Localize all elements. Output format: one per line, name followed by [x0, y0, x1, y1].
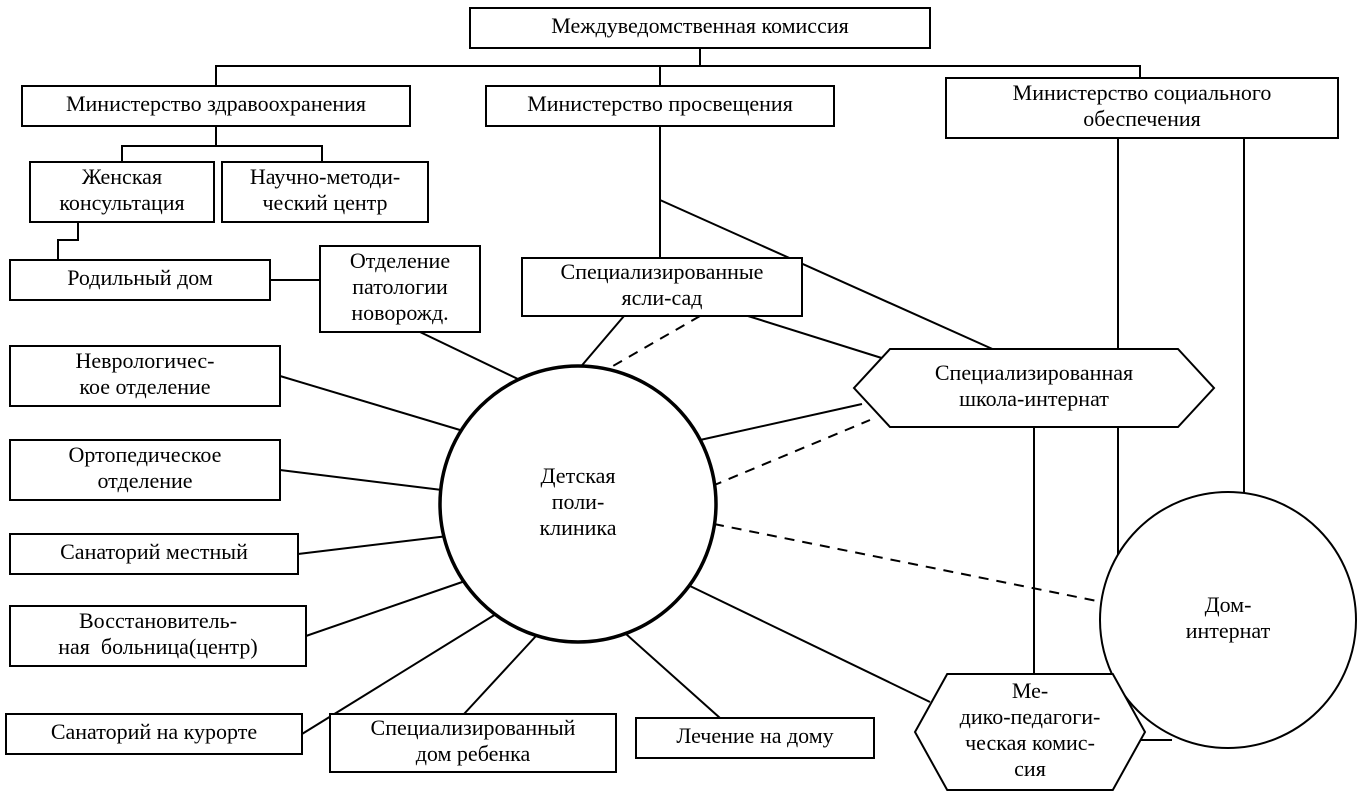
edge-clinic-med_ped — [690, 586, 930, 702]
node-ortho-label-line-1: отделение — [97, 468, 192, 493]
edge-ortho-clinic — [280, 470, 442, 490]
node-neonatal-label-line-2: новорожд. — [351, 300, 448, 325]
node-neonatal-label-line-1: патологии — [352, 274, 448, 299]
node-med_ped-label-line-3: сия — [1014, 756, 1046, 781]
node-min_soc-label-line-1: обеспечения — [1083, 106, 1200, 131]
node-spec_school: Специализированнаяшкола-интернат — [854, 349, 1214, 427]
node-med_ped-label-line-2: ческая комис- — [965, 730, 1095, 755]
edge-san_local-clinic — [298, 536, 448, 554]
node-san_resort-label-line-0: Санаторий на курорте — [51, 719, 257, 744]
node-spec_home-label-line-0: Специализированный — [371, 715, 576, 740]
node-sci_center: Научно-методи-ческий центр — [222, 162, 428, 222]
edge-spec_garden-spec_school — [748, 316, 888, 360]
node-med_ped-label-line-0: Ме- — [1012, 678, 1048, 703]
node-clinic-label-line-1: поли- — [552, 489, 605, 514]
node-root-label-line-0: Междуведомственная комиссия — [551, 13, 848, 38]
node-women_cons-label-line-1: консультация — [59, 190, 184, 215]
node-neonatal-label-line-0: Отделение — [350, 248, 450, 273]
node-san_resort: Санаторий на курорте — [6, 714, 302, 754]
node-ortho: Ортопедическоеотделение — [10, 440, 280, 500]
edge-min_edu-spec_school — [660, 126, 1008, 356]
node-home_tx-label-line-0: Лечение на дому — [676, 723, 833, 748]
node-neuro-label-line-1: кое отделение — [79, 374, 210, 399]
diagram-canvas: Междуведомственная комиссия Министерство … — [0, 0, 1363, 806]
edge-root-min_soc — [700, 48, 1140, 78]
node-dom_internat-label-line-1: интернат — [1186, 618, 1271, 643]
edge-clinic-dom_internat — [714, 524, 1102, 602]
node-rehab: Восстановитель-ная больница(центр) — [10, 606, 306, 666]
node-ortho-label-line-0: Ортопедическое — [69, 442, 222, 467]
node-med_ped-label-line-1: дико-педагоги- — [960, 704, 1101, 729]
node-sci_center-label-line-1: ческий центр — [262, 190, 387, 215]
node-women_cons-label-line-0: Женская — [82, 164, 162, 189]
node-neonatal: Отделениепатологииноворожд. — [320, 246, 480, 332]
node-women_cons: Женскаяконсультация — [30, 162, 214, 222]
node-clinic-label-line-2: клиника — [539, 515, 616, 540]
node-spec_home: Специализированныйдом ребенка — [330, 714, 616, 772]
edge-min_health-women_cons — [122, 126, 216, 162]
node-spec_garden: Специализированныеясли-сад — [522, 258, 802, 316]
edge-neonatal-clinic — [420, 332, 520, 380]
node-med_ped: Ме-дико-педагоги-ческая комис-сия — [915, 674, 1145, 790]
node-spec_garden-label-line-1: ясли-сад — [622, 285, 703, 310]
nodes-layer: Междуведомственная комиссия Министерство … — [6, 8, 1356, 790]
node-spec_garden-label-line-0: Специализированные — [561, 259, 764, 284]
node-min_soc: Министерство социальногообеспечения — [946, 78, 1338, 138]
edge-rehab-clinic — [306, 580, 468, 636]
edge-spec_garden-clinic — [606, 316, 700, 370]
node-min_edu: Министерство просвещения — [486, 86, 834, 126]
node-rehab-label-line-0: Восстановитель- — [79, 608, 237, 633]
edge-root-min_edu — [660, 48, 700, 86]
edge-min_health-sci_center — [216, 126, 322, 162]
node-maternity: Родильный дом — [10, 260, 270, 300]
edge-home_tx-clinic — [626, 634, 720, 718]
edge-spec_garden-clinic — [578, 316, 624, 370]
node-home_tx: Лечение на дому — [636, 718, 874, 758]
node-san_local-label-line-0: Санаторий местный — [60, 539, 248, 564]
node-dom_internat: Дом-интернат — [1100, 492, 1356, 748]
node-clinic: Детскаяполи-клиника — [440, 366, 716, 642]
node-spec_home-label-line-1: дом ребенка — [416, 741, 531, 766]
node-min_edu-label-line-0: Министерство просвещения — [527, 91, 793, 116]
node-clinic-label-line-0: Детская — [541, 463, 616, 488]
node-spec_school-label-line-1: школа-интернат — [959, 386, 1109, 411]
edge-women_cons-maternity — [58, 222, 78, 260]
node-rehab-label-line-1: ная больница(центр) — [58, 634, 258, 659]
node-san_local: Санаторий местный — [10, 534, 298, 574]
edge-neuro-clinic — [280, 376, 460, 430]
node-spec_school-label-line-0: Специализированная — [935, 360, 1133, 385]
node-min_health: Министерство здравоохранения — [22, 86, 410, 126]
node-dom_internat-label-line-0: Дом- — [1205, 592, 1252, 617]
node-min_health-label-line-0: Министерство здравоохранения — [66, 91, 366, 116]
node-neuro-label-line-0: Неврологичес- — [76, 348, 215, 373]
edge-spec_home-clinic — [464, 636, 536, 714]
node-min_soc-label-line-0: Министерство социального — [1013, 80, 1272, 105]
edge-clinic-spec_school — [712, 420, 870, 486]
node-maternity-label-line-0: Родильный дом — [67, 265, 213, 290]
node-neuro: Неврологичес-кое отделение — [10, 346, 280, 406]
node-sci_center-label-line-0: Научно-методи- — [250, 164, 400, 189]
edge-root-min_health — [216, 48, 700, 86]
edge-clinic-spec_school — [700, 404, 862, 440]
node-root: Междуведомственная комиссия — [470, 8, 930, 48]
